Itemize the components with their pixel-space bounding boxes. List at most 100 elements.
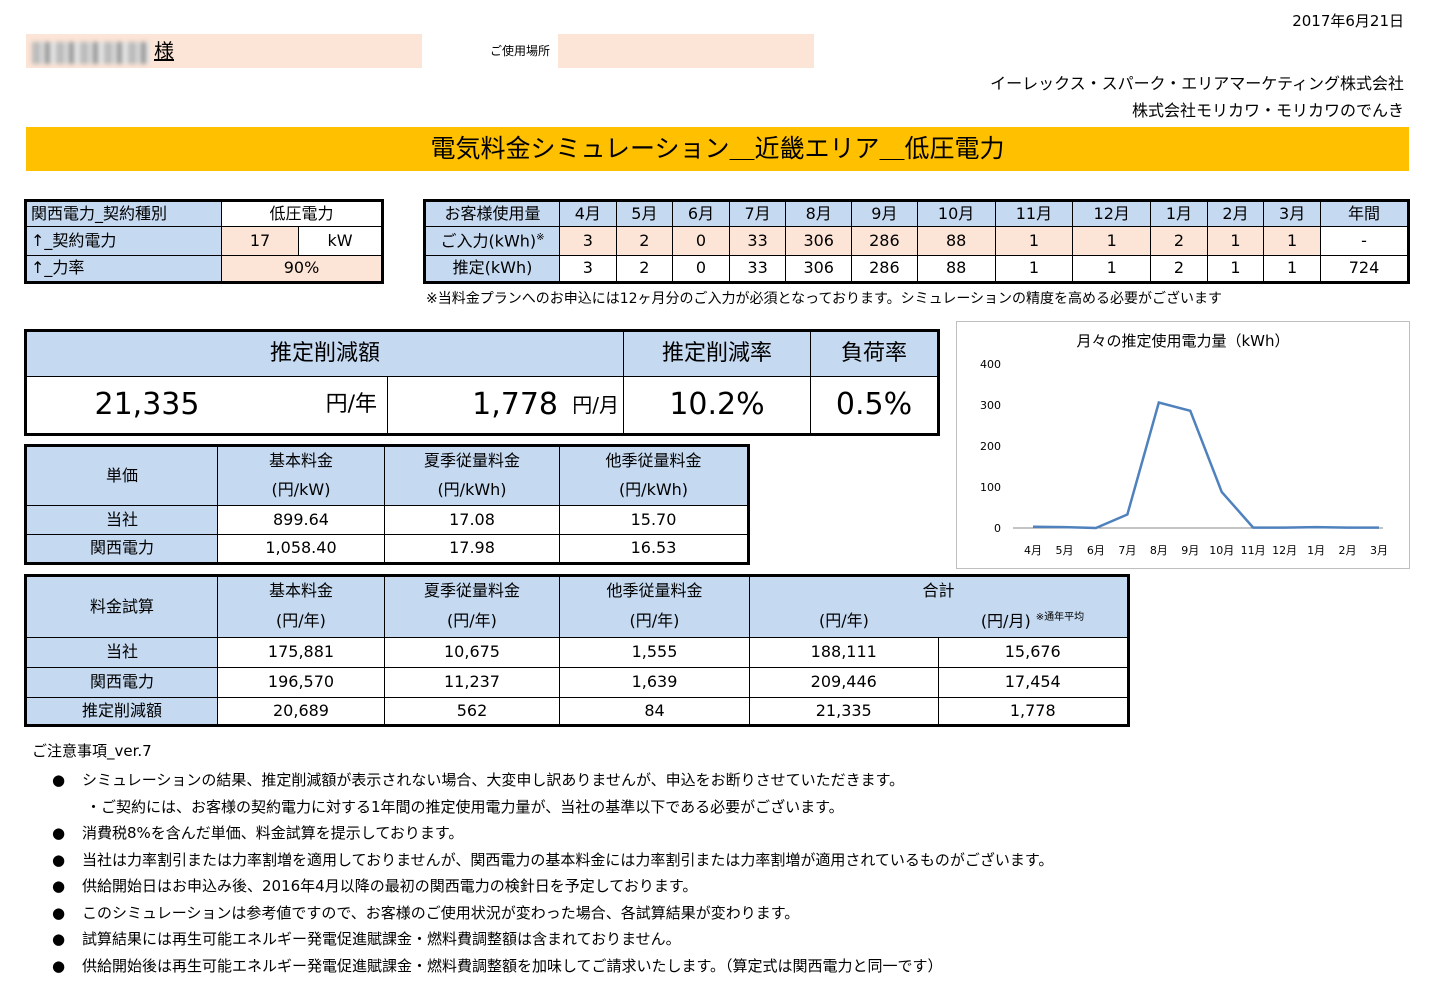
usage-input-cell[interactable]: 0 bbox=[672, 226, 730, 256]
estimate-total-label: 合計 bbox=[749, 575, 1129, 606]
list-subitem: ・ご契約には、お客様の契約電力に対する1年間の推定使用電力量が、当社の基準以下で… bbox=[86, 797, 844, 816]
reduction-rate-value: 10.2% bbox=[623, 376, 811, 435]
unit-price-col-name: 基本料金 bbox=[217, 445, 385, 476]
bullet: ● bbox=[52, 930, 66, 948]
usage-input-cell[interactable]: 1 bbox=[1072, 226, 1152, 256]
x-tick-label: 2月 bbox=[1339, 544, 1357, 557]
row-label: 推定削減額 bbox=[25, 697, 218, 726]
usage-estimate-cell: 1 bbox=[1072, 255, 1152, 283]
usage-estimate-cell: 0 bbox=[672, 255, 730, 283]
reduction-label: 推定削減額 bbox=[25, 330, 624, 377]
usage-input-cell[interactable]: 306 bbox=[785, 226, 853, 256]
bullet: ● bbox=[52, 956, 66, 975]
usage-table: お客様使用量 4月 5月 6月 7月 8月 9月 10月 11月 12月 1月 … bbox=[423, 199, 1410, 284]
usage-estimate-cell: 33 bbox=[728, 255, 787, 283]
usage-place-label: ご使用場所 bbox=[490, 44, 551, 58]
table-cell: 10,675 bbox=[384, 637, 560, 668]
monthly-reduction-value: 1,778 bbox=[387, 376, 558, 435]
list-item: ● 当社は力率割引または力率割増を適用しておりませんが、関西電力の基本料金には力率… bbox=[32, 847, 1053, 874]
table-cell: 16.53 bbox=[559, 534, 749, 564]
yearly-reduction-value: 21,335 bbox=[25, 376, 267, 435]
note-text: シミュレーションの結果、推定削減額が表示されない場合、大変申し訳ありませんが、申… bbox=[82, 771, 905, 789]
notes-heading: ご注意事項_ver.7 bbox=[32, 742, 152, 760]
company-name-1: イーレックス・スパーク・エリアマーケティング株式会社 bbox=[990, 74, 1404, 93]
usage-header-row: お客様使用量 4月 5月 6月 7月 8月 9月 10月 11月 12月 1月 … bbox=[424, 200, 1409, 227]
table-row: 関西電力 196,570 11,237 1,639 209,446 17,454 bbox=[25, 667, 1129, 698]
table-cell: 899.64 bbox=[217, 505, 385, 535]
y-tick-label: 100 bbox=[980, 481, 1001, 494]
x-tick-label: 11月 bbox=[1241, 544, 1266, 557]
usage-input-cell[interactable]: 2 bbox=[615, 226, 674, 256]
table-cell: 196,570 bbox=[217, 667, 385, 698]
usage-input-cell[interactable]: 2 bbox=[1150, 226, 1208, 256]
usage-input-row: ご入力(kWh)※ 3 2 0 33 306 286 88 1 1 2 1 1 … bbox=[424, 226, 1409, 256]
x-tick-label: 9月 bbox=[1181, 544, 1199, 557]
bullet: ● bbox=[52, 771, 66, 789]
list-item: ● シミュレーションの結果、推定削減額が表示されない場合、大変申し訳ありませんが、… bbox=[32, 767, 1053, 794]
estimate-col-unit: (円/年) bbox=[559, 605, 750, 638]
note-text: 試算結果には再生可能エネルギー発電促進賦課金・燃料費調整額は含まれておりません。 bbox=[82, 930, 681, 948]
month-header: 12月 bbox=[1072, 200, 1152, 227]
month-header: 8月 bbox=[785, 200, 853, 227]
table-cell: 84 bbox=[559, 697, 750, 726]
list-item: ● 試算結果には再生可能エネルギー発電促進賦課金・燃料費調整額は含まれておりません… bbox=[32, 926, 1053, 953]
power-factor-value: 90% bbox=[221, 255, 383, 283]
x-tick-label: 5月 bbox=[1055, 544, 1073, 557]
table-cell: 188,111 bbox=[749, 637, 939, 668]
usage-input-cell[interactable]: 88 bbox=[916, 226, 996, 256]
power-factor-label: ↑_力率 bbox=[25, 255, 222, 283]
usage-estimate-cell: 88 bbox=[916, 255, 996, 283]
x-tick-label: 10月 bbox=[1209, 544, 1234, 557]
contract-table: 関西電力_契約種別 低圧電力 ↑_契約電力 17 kW ↑_力率 90% bbox=[24, 199, 384, 284]
usage-place-field bbox=[558, 34, 814, 68]
x-tick-label: 6月 bbox=[1087, 544, 1105, 557]
note-text: 供給開始日はお申込み後、2016年4月以降の最初の関西電力の検針日を予定しており… bbox=[82, 877, 698, 895]
usage-input-cell[interactable]: 1 bbox=[1206, 226, 1265, 256]
unit-price-col-name: 他季従量料金 bbox=[559, 445, 749, 476]
unit-price-col-name: 夏季従量料金 bbox=[384, 445, 560, 476]
usage-input-cell[interactable]: 33 bbox=[728, 226, 787, 256]
note-text: このシミュレーションは参考値ですので、お客様のご使用状況が変わった場合、各試算結… bbox=[82, 903, 800, 922]
chart-title: 月々の推定使用電力量（kWh） bbox=[1076, 332, 1289, 350]
contract-power-label: ↑_契約電力 bbox=[25, 226, 222, 256]
usage-input-cell[interactable]: 286 bbox=[851, 226, 918, 256]
row-label: 当社 bbox=[25, 637, 218, 668]
table-row: 推定削減額 20,689 562 84 21,335 1,778 bbox=[25, 697, 1129, 726]
bullet: ● bbox=[52, 903, 66, 922]
usage-estimate-cell: 1 bbox=[1263, 255, 1321, 283]
month-header: 3月 bbox=[1263, 200, 1321, 227]
row-label: 関西電力 bbox=[25, 667, 218, 698]
table-row: 当社 175,881 10,675 1,555 188,111 15,676 bbox=[25, 637, 1129, 668]
usage-estimate-cell: 3 bbox=[559, 255, 617, 283]
table-cell: 1,555 bbox=[559, 637, 750, 668]
blurred-customer-name bbox=[32, 41, 150, 64]
table-cell: 1,639 bbox=[559, 667, 750, 698]
table-cell: 1,058.40 bbox=[217, 534, 385, 564]
estimate-table: 料金試算 基本料金 夏季従量料金 他季従量料金 合計 (円/年) (円/年) (… bbox=[24, 574, 1130, 727]
contract-type-value: 低圧電力 bbox=[221, 200, 383, 227]
contract-power-value: 17 bbox=[221, 226, 299, 256]
estimate-col-name: 夏季従量料金 bbox=[384, 575, 560, 606]
y-tick-label: 200 bbox=[980, 440, 1001, 453]
x-tick-label: 7月 bbox=[1118, 544, 1136, 557]
table-cell: 15,676 bbox=[937, 637, 1129, 668]
contract-power-unit: kW bbox=[298, 226, 383, 256]
usage-estimate-cell: 306 bbox=[785, 255, 853, 283]
unit-price-col-unit: (円/kW) bbox=[217, 475, 385, 506]
usage-input-cell[interactable]: 1 bbox=[994, 226, 1074, 256]
note-text: 供給開始後は再生可能エネルギー発電促進賦課金・燃料費調整額を加味してご請求いたし… bbox=[82, 956, 943, 975]
document-date: 2017年6月21日 bbox=[1292, 12, 1404, 30]
usage-input-cell[interactable]: 3 bbox=[559, 226, 617, 256]
x-tick-label: 12月 bbox=[1272, 544, 1297, 557]
series-line bbox=[1032, 401, 1379, 530]
usage-input-cell[interactable]: 1 bbox=[1263, 226, 1321, 256]
y-tick-label: 300 bbox=[980, 399, 1001, 412]
bullet: ● bbox=[52, 850, 66, 869]
list-item: ● 消費税8%を含んだ単価、料金試算を提示しております。 bbox=[32, 820, 1053, 847]
estimate-col-unit: (円/年) bbox=[384, 605, 560, 638]
list-item: ● このシミュレーションは参考値ですので、お客様のご使用状況が変わった場合、各試算… bbox=[32, 900, 1053, 927]
x-tick-label: 4月 bbox=[1024, 544, 1042, 557]
usage-estimate-label: 推定(kWh) bbox=[424, 255, 560, 283]
reduction-rate-label: 推定削減率 bbox=[623, 330, 811, 377]
estimate-col-name: 他季従量料金 bbox=[559, 575, 750, 606]
